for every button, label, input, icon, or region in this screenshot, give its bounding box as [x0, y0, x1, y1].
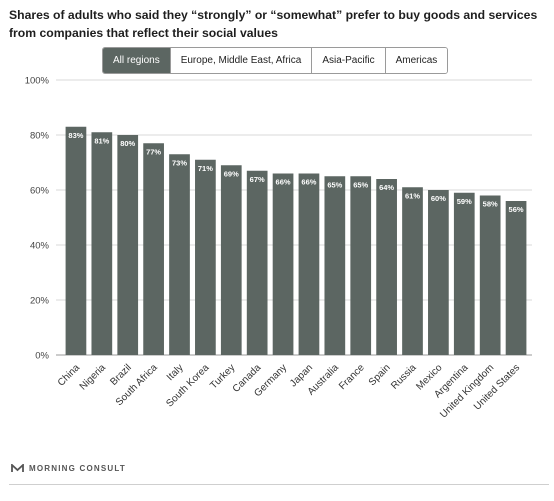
x-category-label: United States: [472, 362, 522, 412]
brand-footer: MORNING CONSULT: [11, 464, 126, 473]
tab-americas[interactable]: Americas: [385, 48, 448, 73]
bar-value-label: 81%: [94, 136, 109, 145]
bar: [505, 201, 527, 355]
bar-value-label: 66%: [301, 178, 316, 187]
bar: [169, 154, 190, 355]
x-category-label: France: [337, 362, 367, 392]
bar-value-label: 66%: [276, 178, 291, 187]
bar: [143, 143, 164, 355]
x-category-label: Italy: [165, 362, 186, 383]
bar: [65, 126, 87, 355]
bar: [428, 190, 449, 355]
brand-name: MORNING CONSULT: [29, 464, 126, 473]
y-tick-label: 40%: [30, 241, 50, 252]
bar: [272, 173, 294, 355]
bar-value-label: 73%: [172, 158, 187, 167]
tab-europe-middle-east-africa[interactable]: Europe, Middle East, Africa: [170, 48, 313, 73]
chart-title: Shares of adults who said they “strongly…: [9, 8, 538, 40]
tab-asia-pacific[interactable]: Asia-Pacific: [312, 48, 386, 73]
bar: [324, 176, 346, 355]
footer-divider: [9, 484, 549, 485]
bar-value-label: 65%: [353, 180, 368, 189]
bar-chart: 0%20%40%60%80%100%83%China81%Nigeria80%B…: [25, 76, 532, 420]
bar: [195, 159, 216, 355]
y-tick-label: 20%: [30, 296, 50, 307]
bar-value-label: 69%: [224, 169, 239, 178]
bar: [117, 135, 139, 355]
bar-value-label: 64%: [379, 183, 394, 192]
bar: [350, 176, 372, 355]
bar-value-label: 61%: [405, 191, 420, 200]
tab-all-regions[interactable]: All regions: [103, 48, 171, 73]
x-category-label: Russia: [389, 362, 419, 392]
morning-consult-logo-icon: [11, 464, 24, 472]
bar: [453, 192, 475, 355]
bar: [298, 173, 320, 355]
bar: [479, 195, 501, 355]
y-tick-label: 80%: [30, 131, 50, 142]
x-category-label: Nigeria: [78, 362, 108, 392]
bar-value-label: 60%: [431, 194, 446, 203]
bar-value-label: 83%: [68, 131, 83, 140]
bar: [91, 132, 113, 355]
bar-value-label: 71%: [198, 164, 213, 173]
bar-value-label: 80%: [120, 139, 135, 148]
bar-value-label: 67%: [250, 175, 265, 184]
bar-value-label: 58%: [483, 200, 498, 209]
bar-value-label: 59%: [457, 197, 472, 206]
bar: [246, 170, 268, 355]
region-tabs: All regions Europe, Middle East, Africa …: [102, 47, 449, 74]
y-tick-label: 100%: [25, 76, 50, 87]
y-tick-label: 0%: [35, 351, 49, 362]
bar: [402, 187, 423, 355]
bar-value-label: 56%: [509, 205, 524, 214]
bar: [376, 179, 397, 355]
y-tick-label: 60%: [30, 186, 50, 197]
bar-value-label: 77%: [146, 147, 161, 156]
bar: [220, 165, 242, 355]
bar-value-label: 65%: [327, 180, 342, 189]
